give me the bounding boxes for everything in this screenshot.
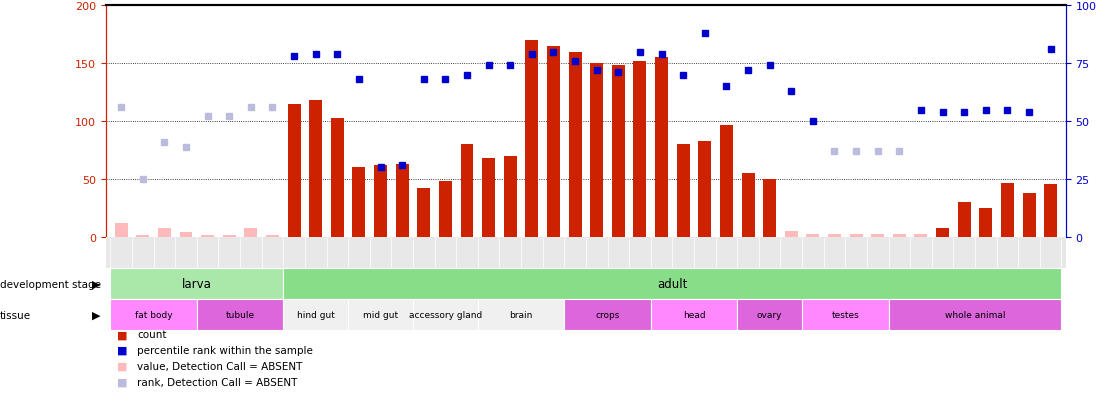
Bar bbox=[1022, 194, 1036, 237]
Bar bbox=[283, 268, 1061, 299]
Bar bbox=[353, 168, 365, 237]
Text: ■: ■ bbox=[117, 330, 127, 339]
Bar bbox=[893, 234, 906, 237]
Bar bbox=[785, 232, 798, 237]
Bar bbox=[807, 234, 819, 237]
Text: adult: adult bbox=[657, 278, 687, 290]
Text: ▶: ▶ bbox=[92, 279, 100, 289]
Bar bbox=[309, 101, 323, 237]
Text: development stage: development stage bbox=[0, 279, 102, 289]
Bar bbox=[565, 299, 651, 330]
Bar bbox=[741, 174, 754, 237]
Bar bbox=[958, 203, 971, 237]
Bar bbox=[223, 235, 235, 237]
Bar bbox=[763, 180, 776, 237]
Bar bbox=[1045, 184, 1057, 237]
Bar bbox=[802, 299, 888, 330]
Bar bbox=[396, 165, 408, 237]
Text: ovary: ovary bbox=[757, 311, 782, 319]
Text: count: count bbox=[137, 330, 166, 339]
Text: tubule: tubule bbox=[225, 311, 254, 319]
Text: hind gut: hind gut bbox=[297, 311, 335, 319]
Bar bbox=[738, 299, 802, 330]
Bar bbox=[110, 268, 283, 299]
Bar bbox=[651, 299, 738, 330]
Bar bbox=[612, 66, 625, 237]
Bar bbox=[503, 157, 517, 237]
Text: accessory gland: accessory gland bbox=[408, 311, 482, 319]
Bar bbox=[110, 299, 196, 330]
Bar bbox=[482, 159, 496, 237]
Bar bbox=[413, 299, 478, 330]
Text: ■: ■ bbox=[117, 377, 127, 387]
Text: brain: brain bbox=[509, 311, 532, 319]
Text: whole animal: whole animal bbox=[945, 311, 1006, 319]
Bar bbox=[828, 234, 841, 237]
Text: larva: larva bbox=[182, 278, 212, 290]
Text: rank, Detection Call = ABSENT: rank, Detection Call = ABSENT bbox=[137, 377, 298, 387]
Bar bbox=[547, 47, 560, 237]
Bar bbox=[914, 234, 927, 237]
Text: ■: ■ bbox=[117, 345, 127, 355]
Bar bbox=[348, 299, 413, 330]
Bar bbox=[872, 234, 884, 237]
Bar bbox=[374, 166, 387, 237]
Bar bbox=[417, 189, 431, 237]
Bar bbox=[676, 145, 690, 237]
Bar bbox=[936, 228, 949, 237]
Bar bbox=[330, 119, 344, 237]
Bar bbox=[478, 299, 565, 330]
Bar bbox=[244, 228, 258, 237]
Bar bbox=[288, 104, 300, 237]
Bar bbox=[136, 235, 150, 237]
Bar bbox=[283, 299, 348, 330]
Bar bbox=[980, 209, 992, 237]
Text: ▶: ▶ bbox=[92, 310, 100, 320]
Text: head: head bbox=[683, 311, 705, 319]
Bar bbox=[180, 233, 192, 237]
Text: percentile rank within the sample: percentile rank within the sample bbox=[137, 345, 314, 355]
Bar bbox=[590, 64, 603, 237]
Bar bbox=[1001, 183, 1014, 237]
Bar bbox=[196, 299, 283, 330]
Text: tissue: tissue bbox=[0, 310, 31, 320]
Text: ■: ■ bbox=[117, 361, 127, 371]
Text: testes: testes bbox=[831, 311, 859, 319]
Bar bbox=[720, 125, 733, 237]
Bar bbox=[266, 235, 279, 237]
Bar bbox=[461, 145, 473, 237]
Bar bbox=[699, 142, 711, 237]
Bar bbox=[888, 299, 1061, 330]
Bar bbox=[634, 62, 646, 237]
Text: mid gut: mid gut bbox=[363, 311, 398, 319]
Bar bbox=[849, 234, 863, 237]
Text: fat body: fat body bbox=[135, 311, 172, 319]
Bar bbox=[655, 58, 668, 237]
Bar bbox=[439, 182, 452, 237]
Bar bbox=[115, 223, 127, 237]
Text: crops: crops bbox=[595, 311, 619, 319]
Bar bbox=[569, 52, 581, 237]
Text: value, Detection Call = ABSENT: value, Detection Call = ABSENT bbox=[137, 361, 302, 371]
Bar bbox=[157, 228, 171, 237]
Bar bbox=[201, 235, 214, 237]
Bar bbox=[526, 41, 538, 237]
